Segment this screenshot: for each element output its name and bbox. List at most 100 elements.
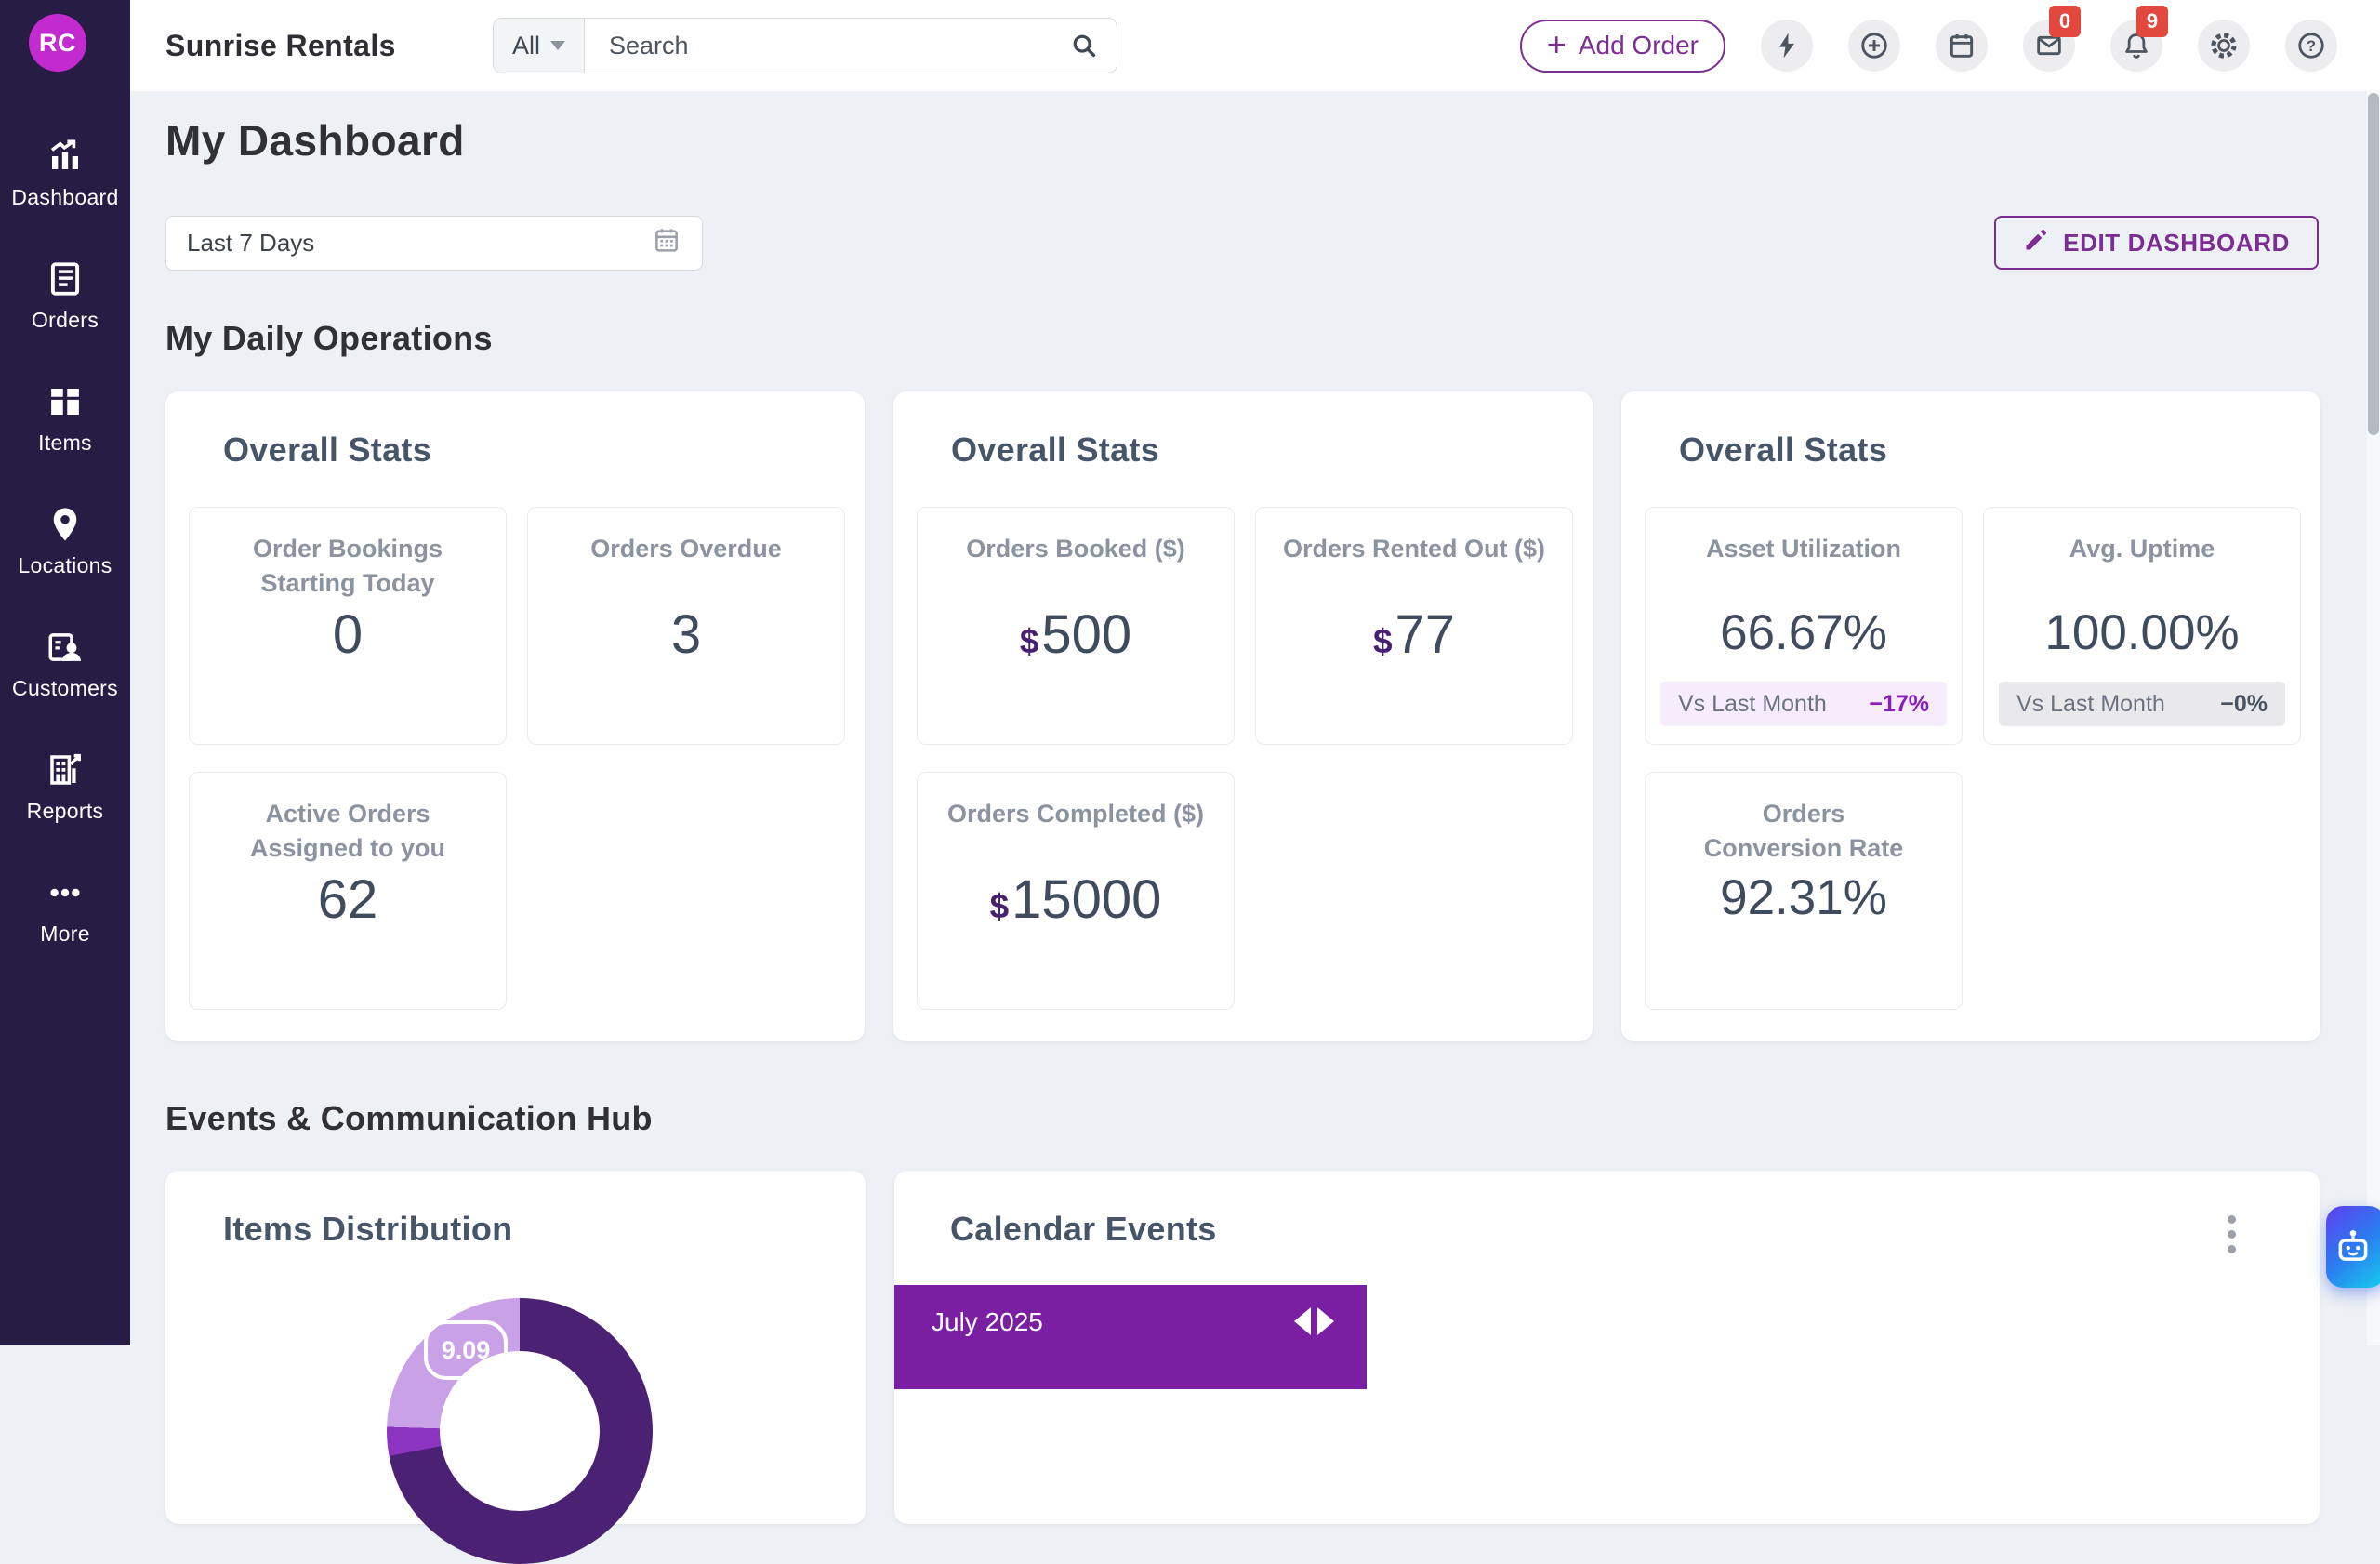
stat-label: Orders Completed ($) bbox=[946, 800, 1205, 828]
stat-tile-avg-uptime: Avg. Uptime 100.00% Vs Last Month −0% bbox=[1983, 507, 2301, 745]
stat-tile-orders-booked: Orders Booked ($) $500 bbox=[917, 507, 1235, 745]
items-box-icon bbox=[45, 381, 86, 422]
sidebar-item-locations[interactable]: Locations bbox=[0, 484, 130, 606]
currency-symbol: $ bbox=[1372, 622, 1393, 660]
card-title: Overall Stats bbox=[951, 431, 1160, 469]
top-header: Sunrise Rentals All + Add Order 0 bbox=[130, 0, 2380, 91]
search-scope-dropdown[interactable]: All bbox=[494, 19, 585, 73]
kebab-dot bbox=[2228, 1215, 2236, 1224]
sidebar-item-customers[interactable]: Customers bbox=[0, 606, 130, 729]
stat-value: $500 bbox=[1019, 604, 1132, 665]
vs-last-month-badge: Vs Last Month −17% bbox=[1660, 682, 1947, 726]
quick-actions-button[interactable] bbox=[1761, 20, 1813, 72]
notification-badge: 9 bbox=[2136, 6, 2168, 37]
map-pin-icon bbox=[45, 504, 86, 545]
settings-button[interactable] bbox=[2198, 20, 2250, 72]
calendar-events-card: Calendar Events July 2025 bbox=[894, 1171, 2320, 1524]
scrollbar-thumb[interactable] bbox=[2368, 93, 2379, 435]
edit-dashboard-label: EDIT DASHBOARD bbox=[2063, 228, 2290, 257]
calendar-card-menu-button[interactable] bbox=[2224, 1212, 2240, 1257]
kebab-dot bbox=[2228, 1245, 2236, 1253]
stat-value: $77 bbox=[1372, 604, 1456, 665]
stat-value: 66.67% bbox=[1720, 605, 1887, 660]
header-actions: + Add Order 0 9 ? bbox=[1519, 0, 2337, 91]
sidebar: RC Dashboard Orders Items Locations bbox=[0, 0, 130, 1345]
stat-tile-asset-utilization: Asset Utilization 66.67% Vs Last Month −… bbox=[1645, 507, 1963, 745]
events-hub-row: Items Distribution 9.09 Calendar Events … bbox=[165, 1171, 2320, 1564]
compare-label: Vs Last Month bbox=[1678, 690, 1827, 717]
stat-value: 0 bbox=[332, 604, 364, 665]
search-scope-value: All bbox=[511, 31, 540, 60]
stat-value: 3 bbox=[670, 604, 702, 665]
stat-label: Order Bookings Starting Today bbox=[252, 535, 443, 598]
sidebar-item-reports[interactable]: Reports bbox=[0, 729, 130, 852]
scrollbar-track[interactable] bbox=[2367, 91, 2380, 1345]
sidebar-item-more[interactable]: More bbox=[0, 852, 130, 974]
items-distribution-donut-chart: 9.09 bbox=[387, 1298, 653, 1564]
prev-month-button[interactable] bbox=[1294, 1307, 1311, 1335]
next-month-button[interactable] bbox=[1317, 1307, 1334, 1335]
items-distribution-card: Items Distribution 9.09 bbox=[165, 1171, 866, 1564]
stat-value: 100.00% bbox=[2044, 605, 2240, 660]
dashboard-icon bbox=[45, 136, 86, 177]
messages-button[interactable]: 0 bbox=[2023, 6, 2081, 72]
date-range-value: Last 7 Days bbox=[187, 229, 315, 257]
items-distribution-title: Items Distribution bbox=[223, 1210, 513, 1248]
chevron-down-icon bbox=[550, 41, 565, 50]
stat-tile-active-orders-assigned: Active Orders Assigned to you 62 bbox=[189, 772, 507, 1010]
svg-text:?: ? bbox=[2307, 37, 2316, 55]
reports-icon bbox=[45, 749, 86, 790]
calendar-month-nav bbox=[1294, 1307, 1334, 1335]
notifications-button[interactable]: 9 bbox=[2110, 6, 2168, 72]
stat-label: Avg. Uptime bbox=[2069, 535, 2215, 563]
app-title: Sunrise Rentals bbox=[165, 28, 396, 62]
create-new-button[interactable] bbox=[1848, 20, 1900, 72]
sidebar-item-label: Dashboard bbox=[11, 185, 119, 209]
sidebar-item-dashboard[interactable]: Dashboard bbox=[0, 115, 130, 238]
compare-value: −17% bbox=[1869, 690, 1929, 717]
sidebar-item-items[interactable]: Items bbox=[0, 361, 130, 484]
search-icon[interactable] bbox=[1070, 32, 1098, 60]
sidebar-item-label: Reports bbox=[26, 799, 104, 823]
overall-stats-card-1: Overall Stats Order Bookings Starting To… bbox=[165, 391, 865, 1041]
stat-value: $15000 bbox=[989, 869, 1162, 930]
edit-dashboard-button[interactable]: EDIT DASHBOARD bbox=[1994, 216, 2319, 270]
chatbot-fab-button[interactable] bbox=[2326, 1206, 2380, 1288]
more-dots-icon bbox=[45, 872, 86, 913]
search-input[interactable] bbox=[585, 31, 1063, 60]
compare-value: −0% bbox=[2220, 690, 2268, 717]
currency-symbol: $ bbox=[1019, 622, 1039, 660]
help-button[interactable]: ? bbox=[2285, 20, 2337, 72]
stat-label: Active Orders Assigned to you bbox=[249, 800, 445, 863]
stat-value: 62 bbox=[317, 869, 378, 930]
plus-icon: + bbox=[1546, 24, 1567, 63]
date-range-filter[interactable]: Last 7 Days bbox=[165, 216, 703, 271]
stat-tile-orders-overdue: Orders Overdue 3 bbox=[527, 507, 845, 745]
compare-label: Vs Last Month bbox=[2016, 690, 2165, 717]
avatar-initials: RC bbox=[39, 28, 76, 57]
calendar-button[interactable] bbox=[1936, 20, 1988, 72]
lightning-icon bbox=[1779, 33, 1794, 59]
calendar-icon bbox=[1950, 34, 1974, 58]
mail-icon bbox=[2037, 35, 2061, 56]
overall-stats-card-3: Overall Stats Asset Utilization 66.67% V… bbox=[1621, 391, 2320, 1041]
overall-stats-card-2: Overall Stats Orders Booked ($) $500 Ord… bbox=[893, 391, 1593, 1041]
stat-tile-order-bookings-today: Order Bookings Starting Today 0 bbox=[189, 507, 507, 745]
stat-tile-orders-rented-out: Orders Rented Out ($) $77 bbox=[1255, 507, 1573, 745]
currency-symbol: $ bbox=[989, 887, 1010, 925]
calendar-month-label: July 2025 bbox=[932, 1307, 1043, 1336]
plus-circle-icon bbox=[1861, 33, 1887, 59]
page-title: My Dashboard bbox=[165, 116, 465, 165]
global-search: All bbox=[493, 18, 1117, 73]
sidebar-item-orders[interactable]: Orders bbox=[0, 238, 130, 361]
stats-cards-row: Overall Stats Order Bookings Starting To… bbox=[165, 391, 2320, 1041]
add-order-button[interactable]: + Add Order bbox=[1519, 19, 1726, 73]
pencil-icon bbox=[2023, 227, 2049, 259]
calendar-month-bar: July 2025 bbox=[894, 1285, 1367, 1389]
stat-label: Orders Rented Out ($) bbox=[1282, 535, 1546, 563]
card-title: Overall Stats bbox=[1679, 431, 1888, 469]
stat-value: 92.31% bbox=[1720, 870, 1887, 925]
sidebar-item-label: Locations bbox=[18, 553, 112, 577]
calendar-events-title: Calendar Events bbox=[950, 1210, 1217, 1248]
avatar[interactable]: RC bbox=[29, 14, 86, 72]
